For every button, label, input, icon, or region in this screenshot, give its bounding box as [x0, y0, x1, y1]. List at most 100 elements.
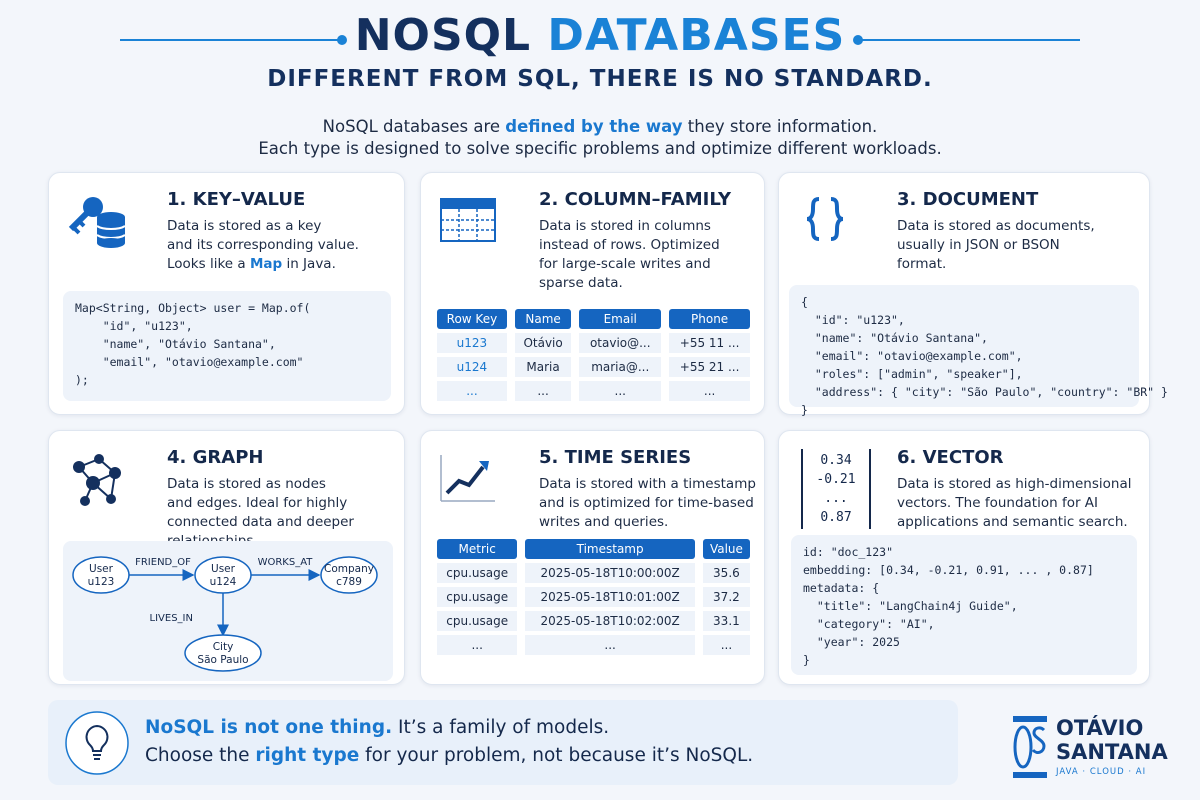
card: 3. DOCUMENT Data is stored as documents, u…	[778, 172, 1168, 417]
table-cell: 2025-05-18T10:01:00Z	[525, 587, 695, 607]
card: 0.34 -0.21... 0.87 6. VECTOR Data is stored …	[778, 430, 1150, 685]
node	[320, 556, 378, 594]
card-description: Data is stored as documents, usually in J…	[897, 217, 1137, 274]
edge-label: LIVES_IN	[150, 613, 193, 624]
code-line: {	[801, 295, 808, 309]
card-icon	[806, 197, 844, 241]
card-description: Data is stored as high-dimensional vector…	[897, 475, 1147, 532]
table-cell: 33.1	[702, 611, 750, 631]
code-line: "id": "u123",	[801, 313, 905, 327]
column-header: Phone	[669, 309, 750, 329]
card-description: Data is stored as a key and its correspon…	[167, 217, 407, 274]
table-cell: otavio@...	[579, 333, 662, 353]
card-icon	[73, 454, 121, 506]
text-line: Data is stored as a key	[167, 217, 407, 236]
card-title: 3. DOCUMENT	[897, 189, 1039, 210]
table-row: cpu.usage 2025-05-18T10:02:00Z 33.1	[437, 611, 750, 631]
text-line: applications and semantic search.	[897, 513, 1147, 532]
text-segment: Each type is designed to solve specific …	[258, 139, 942, 158]
footer-box	[48, 700, 958, 785]
code-line: }	[803, 653, 810, 667]
table-cell: u124	[437, 357, 507, 377]
code-line: "roles": ["admin", "speaker"],	[801, 367, 1023, 381]
edge-label: FRIEND_OF	[135, 557, 191, 568]
column-header: Email	[579, 309, 662, 329]
code-line: "address": { "city": "São Paulo", "count…	[801, 385, 1168, 399]
text-segment: for large-scale writes and	[539, 256, 711, 272]
card-title: 2. COLUMN–FAMILY	[539, 189, 732, 210]
text-segment: they store information.	[682, 117, 878, 136]
node	[184, 634, 262, 672]
graph-diagram: FRIEND_OF WORKS_ATLIVES_INUseru123Useru12…	[63, 541, 393, 681]
text-line: vectors. The foundation for AI	[897, 494, 1147, 513]
text-segment: Data is stored as documents,	[897, 218, 1095, 234]
card-icon	[440, 455, 495, 502]
table-cell: Maria	[514, 357, 572, 377]
code-line: "name", "Otávio Santana",	[75, 337, 276, 351]
text-segment: Data is stored in columns	[539, 218, 711, 234]
text-segment: Choose the	[145, 745, 256, 766]
title: NOSQL DATABASES	[0, 10, 1200, 61]
table-cell: ...	[669, 381, 750, 401]
text-line: and edges. Ideal for highly	[167, 494, 407, 513]
text-segment: applications and semantic search.	[897, 514, 1128, 530]
card-description: Data is stored in columns instead of rows…	[539, 217, 779, 293]
code-block: { "id": "u123", "name": "Otávio Santana"…	[789, 285, 1168, 417]
code-line: }	[801, 403, 808, 417]
text-segment: Data is stored as nodes	[167, 476, 326, 492]
text-segment: Looks like a	[167, 256, 250, 272]
table-cell: ...	[525, 635, 695, 655]
table-cell: cpu.usage	[437, 563, 518, 583]
card-title: 4. GRAPH	[167, 447, 264, 468]
text-segment: and edges. Ideal for highly	[167, 495, 348, 511]
table-header: Row Key Name Email Phone	[437, 309, 750, 329]
text-line: Data is stored as nodes	[167, 475, 407, 494]
table-cell: ...	[579, 381, 662, 401]
text-segment: and its corresponding value.	[167, 237, 359, 253]
table-cell: u123	[437, 333, 507, 353]
column-header: Row Key	[437, 309, 507, 329]
table-cell: 2025-05-18T10:00:00Z	[525, 563, 695, 583]
highlight: defined by the way	[505, 117, 683, 136]
text-segment: instead of rows. Optimized	[539, 237, 720, 253]
code-block: Map<String, Object> user = Map.of( "id",…	[63, 291, 391, 401]
node-label: City	[213, 641, 234, 653]
table-row: u123 Otávio otavio@... +55 11 ...	[437, 333, 750, 353]
footer-text: NoSQL is not one thing. It’s a family of…	[145, 714, 753, 770]
node-label: c789	[336, 576, 362, 588]
card-description: Data is stored as nodes and edges. Ideal …	[167, 475, 407, 551]
text-line: format.	[897, 255, 1137, 274]
card: 2. COLUMN–FAMILY Data is stored in column…	[420, 172, 765, 415]
node-label: São Paulo	[197, 654, 248, 666]
code-line: Map<String, Object> user = Map.of(	[75, 301, 311, 315]
code-line: );	[75, 373, 89, 387]
card-title: 1. KEY–VALUE	[167, 189, 306, 210]
node-label: u123	[88, 576, 115, 588]
vector-value: 0.87	[820, 510, 852, 525]
text-line: and is optimized for time-based	[539, 494, 779, 513]
table-cell: Otávio	[514, 333, 572, 353]
data-table: Row Key Name Email Phone u123 Otávio otavio@..…	[429, 305, 758, 405]
card-title: 6. VECTOR	[897, 447, 1004, 468]
node-label: u124	[210, 576, 237, 588]
table-row: u124 Maria maria@... +55 21 ...	[437, 357, 750, 377]
text-line: NoSQL databases are defined by the way t…	[0, 116, 1200, 138]
table-cell: cpu.usage	[437, 611, 518, 631]
edge-label: WORKS_AT	[258, 557, 314, 568]
text-segment: NoSQL databases are	[322, 117, 506, 136]
highlight: NoSQL is not one thing.	[145, 717, 393, 738]
column-header: Value	[702, 539, 750, 559]
text-segment: connected data and deeper	[167, 514, 354, 530]
text-line: Choose the right type for your problem, …	[145, 742, 753, 770]
text-line: Each type is designed to solve specific …	[0, 138, 1200, 160]
text-line: writes and queries.	[539, 513, 779, 532]
column-header: Metric	[437, 539, 518, 559]
table-cell: 2025-05-18T10:02:00Z	[525, 611, 695, 631]
card-icon	[68, 197, 126, 248]
node-label: Company	[324, 563, 374, 575]
code-line: "category": "AI",	[803, 617, 935, 631]
text-segment: vectors. The foundation for AI	[897, 495, 1099, 511]
title-part: NOSQL	[354, 10, 532, 61]
node	[194, 556, 252, 594]
node-label: User	[211, 563, 236, 575]
